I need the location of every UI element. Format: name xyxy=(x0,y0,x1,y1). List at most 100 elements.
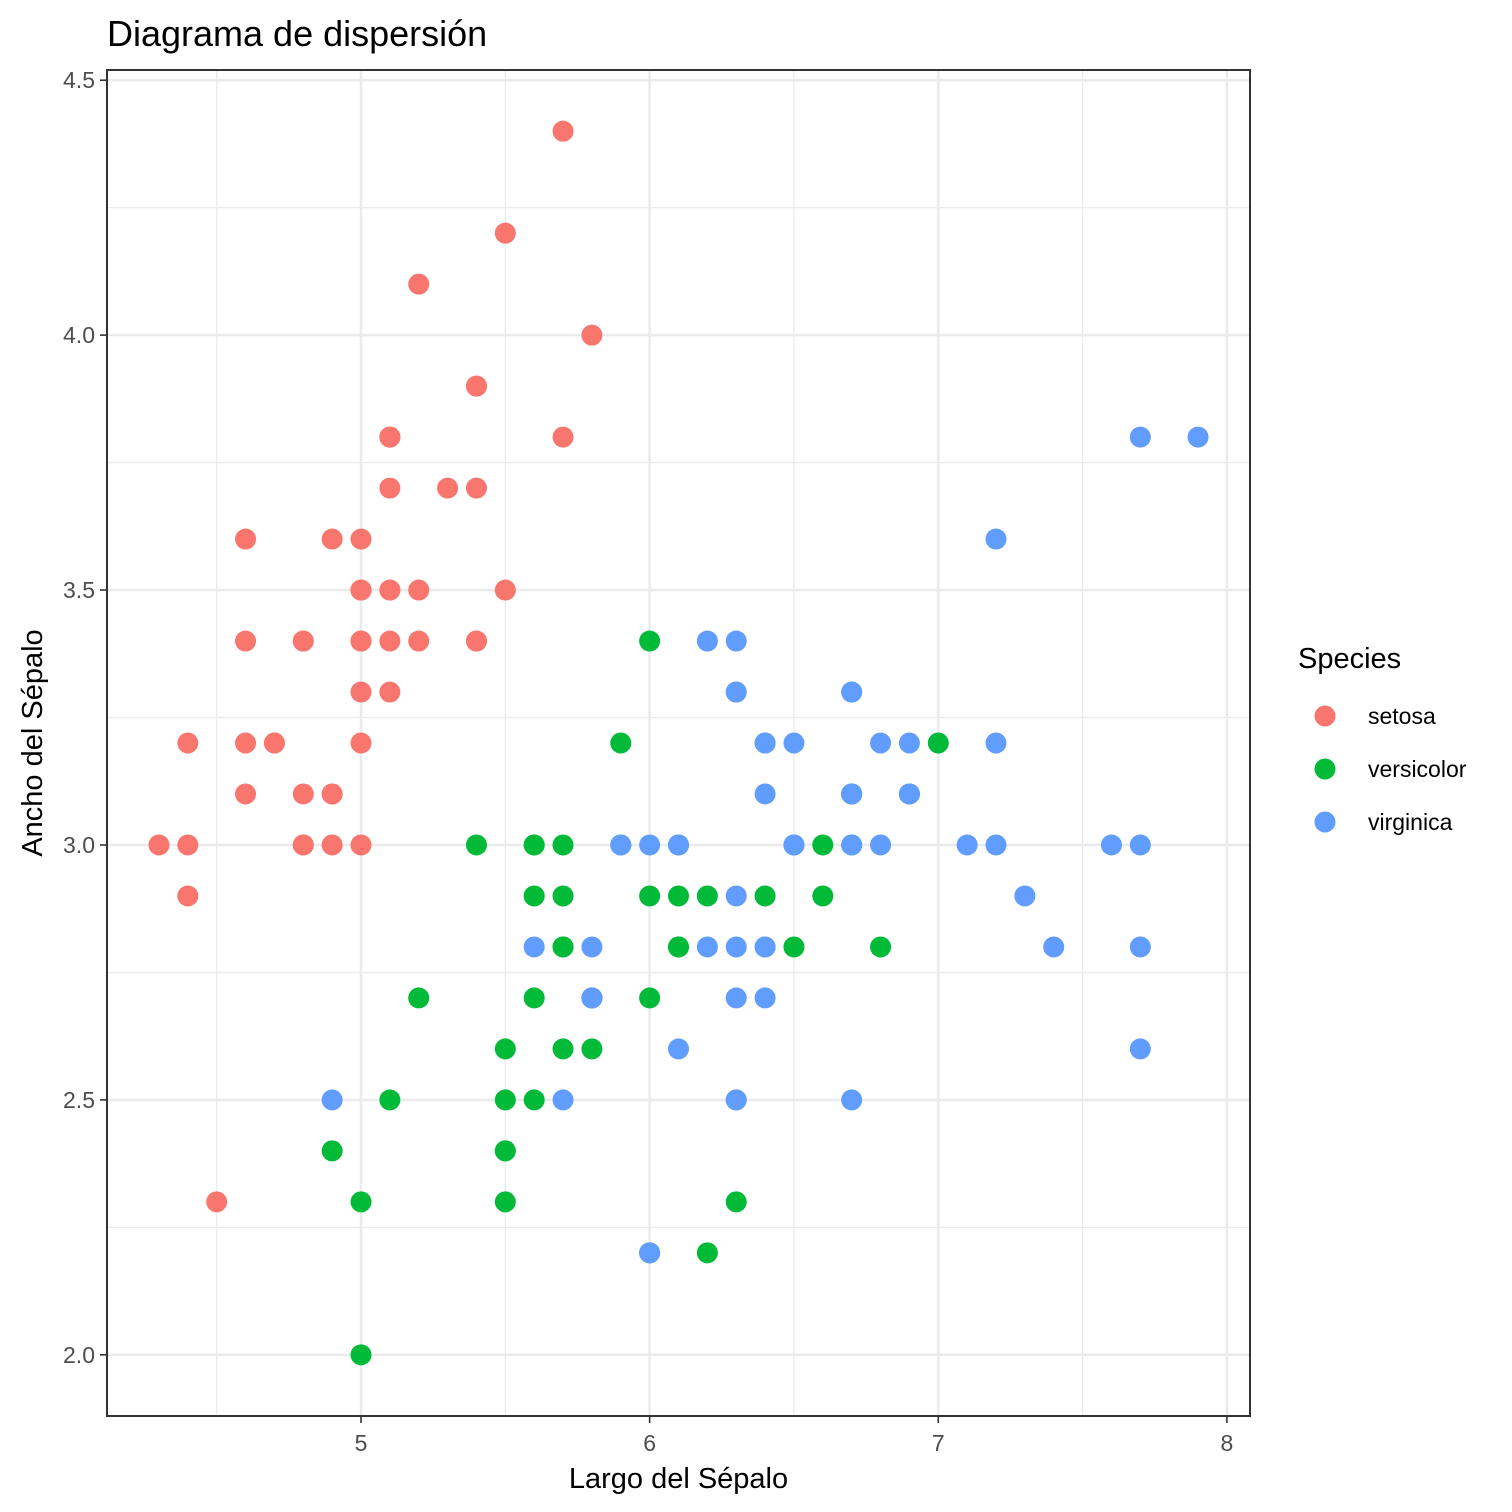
data-point-setosa xyxy=(350,681,372,703)
x-tick-label: 6 xyxy=(643,1430,656,1456)
data-point-virginica xyxy=(985,834,1007,856)
legend-item-versicolor: versicolor xyxy=(1314,756,1467,782)
data-point-virginica xyxy=(841,1089,863,1111)
axis-ticks: 5 6 7 8 2.0 2.5 3.0 3.5 4.0 4.5 xyxy=(63,67,1233,1456)
data-point-versicolor xyxy=(581,1038,603,1060)
data-point-virginica xyxy=(725,987,747,1009)
data-point-versicolor xyxy=(639,885,661,907)
plot-panel-border xyxy=(106,69,1251,1417)
y-tick-label: 3.5 xyxy=(63,577,95,603)
y-tick-label: 4.0 xyxy=(63,322,95,348)
data-point-virginica xyxy=(1187,426,1209,448)
data-point-versicolor xyxy=(668,885,689,907)
data-point-setosa xyxy=(235,630,257,652)
data-point-virginica xyxy=(1129,1038,1151,1060)
data-point-versicolor xyxy=(523,885,545,907)
data-point-virginica xyxy=(754,732,776,754)
data-point-setosa xyxy=(350,834,372,856)
data-point-setosa xyxy=(292,834,314,856)
data-point-setosa xyxy=(350,630,372,652)
data-point-virginica xyxy=(841,681,863,703)
legend: Species setosa versicolor virginica xyxy=(1298,643,1467,835)
data-point-versicolor xyxy=(494,1038,516,1060)
y-tick-label: 3.0 xyxy=(63,832,95,858)
data-point-setosa xyxy=(321,528,343,550)
data-point-versicolor xyxy=(523,987,545,1009)
data-point-setosa xyxy=(263,732,285,754)
data-point-setosa xyxy=(235,783,257,805)
y-tick-label: 2.0 xyxy=(63,1342,95,1368)
data-point-virginica xyxy=(870,834,892,856)
data-point-setosa xyxy=(235,528,257,550)
data-point-setosa xyxy=(465,630,487,652)
data-point-setosa xyxy=(552,120,574,142)
data-point-versicolor xyxy=(812,834,834,856)
data-point-setosa xyxy=(379,477,401,499)
data-point-setosa xyxy=(465,375,487,397)
x-tick-label: 7 xyxy=(932,1430,945,1456)
data-point-virginica xyxy=(956,834,978,856)
data-point-setosa xyxy=(408,273,430,295)
legend-key-virginica xyxy=(1314,811,1336,833)
legend-label-virginica: virginica xyxy=(1368,809,1453,835)
grid-lines xyxy=(107,70,1250,1416)
data-point-setosa xyxy=(292,630,314,652)
data-point-versicolor xyxy=(465,834,487,856)
data-point-setosa xyxy=(206,1191,228,1213)
data-point-setosa xyxy=(494,222,516,244)
legend-item-setosa: setosa xyxy=(1314,703,1436,729)
data-point-virginica xyxy=(725,1089,747,1111)
data-point-setosa xyxy=(552,426,574,448)
data-point-versicolor xyxy=(552,834,574,856)
x-tick-label: 5 xyxy=(355,1430,368,1456)
data-point-virginica xyxy=(668,1038,689,1060)
data-point-setosa xyxy=(350,528,372,550)
y-tick-label: 2.5 xyxy=(63,1087,95,1113)
y-axis-title: Ancho del Sépalo xyxy=(17,629,49,856)
data-point-setosa xyxy=(408,630,430,652)
x-tick-label: 8 xyxy=(1221,1430,1234,1456)
data-point-versicolor xyxy=(639,987,661,1009)
data-point-setosa xyxy=(379,630,401,652)
data-point-versicolor xyxy=(379,1089,401,1111)
data-point-virginica xyxy=(725,681,747,703)
data-point-virginica xyxy=(668,834,689,856)
data-point-virginica xyxy=(1129,834,1151,856)
data-point-virginica xyxy=(898,783,920,805)
legend-item-virginica: virginica xyxy=(1314,809,1453,835)
data-point-virginica xyxy=(552,1089,574,1111)
data-point-setosa xyxy=(177,885,199,907)
data-point-virginica xyxy=(581,987,603,1009)
data-point-versicolor xyxy=(696,1242,718,1264)
data-point-versicolor xyxy=(927,732,949,754)
data-point-versicolor xyxy=(494,1191,516,1213)
data-point-virginica xyxy=(523,936,545,958)
data-point-setosa xyxy=(235,732,257,754)
data-point-virginica xyxy=(725,936,747,958)
data-point-versicolor xyxy=(552,1038,574,1060)
data-point-virginica xyxy=(581,936,603,958)
data-point-versicolor xyxy=(408,987,430,1009)
data-point-versicolor xyxy=(696,885,718,907)
data-point-setosa xyxy=(177,732,199,754)
data-point-versicolor xyxy=(610,732,632,754)
y-tick-label: 4.5 xyxy=(63,67,95,93)
data-point-versicolor xyxy=(350,1344,372,1366)
data-point-setosa xyxy=(350,579,372,601)
data-point-setosa xyxy=(379,426,401,448)
data-point-virginica xyxy=(321,1089,343,1111)
data-point-setosa xyxy=(437,477,459,499)
data-point-versicolor xyxy=(321,1140,343,1162)
legend-title: Species xyxy=(1298,643,1401,675)
data-point-virginica xyxy=(1129,426,1151,448)
data-point-virginica xyxy=(754,936,776,958)
data-point-virginica xyxy=(1129,936,1151,958)
data-point-versicolor xyxy=(552,885,574,907)
data-point-virginica xyxy=(985,732,1007,754)
legend-key-setosa xyxy=(1314,705,1336,727)
data-point-setosa xyxy=(408,579,430,601)
data-point-setosa xyxy=(292,783,314,805)
data-points xyxy=(148,120,1209,1366)
data-point-virginica xyxy=(696,936,718,958)
data-point-versicolor xyxy=(639,630,661,652)
